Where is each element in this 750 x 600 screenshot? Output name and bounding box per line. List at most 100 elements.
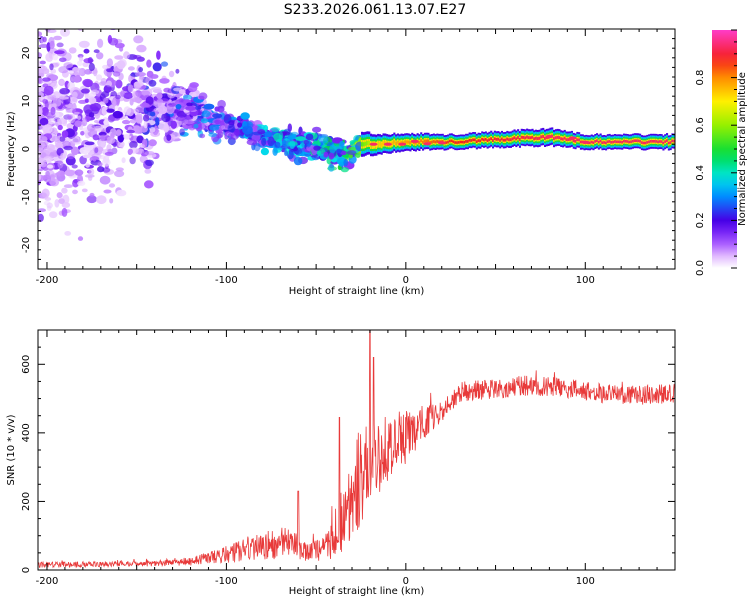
ridge-segment [642, 141, 645, 145]
spectral-blob [38, 91, 44, 98]
snr-series-group [38, 330, 675, 569]
spectral-blob [77, 180, 86, 186]
spectral-blob [63, 184, 73, 189]
spectral-blob [281, 144, 288, 151]
ridge-segment [558, 136, 561, 139]
ridge-segment [630, 140, 633, 144]
spectral-blob [237, 122, 243, 128]
spectral-blob [103, 189, 112, 194]
spectral-blob [135, 72, 146, 77]
ridge-segment [378, 142, 381, 146]
spectral-blob [106, 58, 113, 68]
ridge-segment [533, 137, 536, 141]
ridge-segment [655, 140, 658, 143]
spectral-blob [179, 128, 185, 136]
spectral-blob [127, 84, 134, 93]
spectral-blob [193, 123, 199, 129]
ridge-segment [377, 142, 380, 146]
ridge-segment [493, 137, 496, 141]
spectral-blob [71, 146, 79, 156]
spectral-blob [123, 135, 132, 139]
spectral-blob [82, 154, 92, 159]
ridge-segment [619, 140, 622, 144]
spectral-blob [274, 141, 281, 149]
ridge-segment [649, 140, 652, 143]
ridge-peak [568, 136, 577, 140]
spectral-blob [246, 139, 257, 146]
spectral-blob [108, 104, 119, 110]
ridge-segment [450, 139, 453, 143]
spectral-blob [150, 111, 156, 117]
spectral-blob [111, 147, 118, 155]
spectral-blob [58, 198, 65, 205]
ridge-segment [436, 140, 439, 143]
spectral-blob [175, 68, 180, 74]
ridge-segment [362, 142, 365, 147]
spectral-blob [196, 109, 203, 116]
spectral-blob [170, 120, 177, 129]
spectral-blob [115, 167, 124, 172]
spectral-blob [38, 31, 43, 37]
ridge-segment [578, 138, 581, 142]
ridge-segment [590, 140, 593, 144]
spectral-blob [129, 140, 138, 149]
spectral-blob [93, 125, 104, 132]
figure-title: S233.2026.061.13.07.E27 [283, 2, 467, 18]
spectral-blob [313, 145, 321, 151]
ridge-segment [662, 141, 665, 145]
spectral-blob [96, 195, 107, 205]
spectral-blob [45, 52, 54, 62]
ridge-segment [520, 135, 523, 139]
spectral-blob [159, 78, 170, 84]
spectral-blob [186, 102, 193, 107]
spectral-blob [72, 97, 78, 103]
spectral-blob [284, 150, 288, 157]
spectral-blob [77, 174, 83, 183]
spectral-blob [61, 187, 68, 194]
spectral-blob [148, 79, 157, 87]
spectral-blob [99, 175, 111, 185]
spectral-blob [53, 35, 62, 41]
ridge-segment [592, 141, 595, 144]
spectral-blob [271, 127, 280, 133]
ridge-segment [633, 139, 636, 142]
ridge-segment [606, 140, 609, 143]
spectral-blob [279, 131, 284, 141]
spectral-blob [88, 97, 97, 104]
ridge-segment [425, 139, 428, 143]
spectrogram-y-axis-label: Frequency (Hz) [6, 111, 17, 187]
ridge-segment [486, 139, 489, 142]
spectral-blob [78, 40, 90, 48]
spectral-blob [166, 134, 172, 141]
spectral-blob [97, 38, 104, 48]
spectral-blob [49, 211, 58, 219]
snr-y-tick-label: 200 [21, 492, 32, 511]
spectral-blob [80, 131, 85, 136]
spectral-blob [135, 89, 142, 97]
spectral-blob [115, 129, 122, 136]
spectral-blob [97, 162, 103, 167]
ridge-segment [623, 139, 626, 143]
snr-y-tick-label: 0 [21, 567, 32, 573]
ridge-segment [579, 140, 582, 144]
spectral-blob [78, 99, 87, 104]
spectral-blob [61, 202, 71, 208]
snr-x-tick-label: 100 [576, 576, 595, 587]
spectral-blob [94, 147, 99, 154]
spectral-blob [103, 119, 109, 126]
ridge-segment [544, 136, 547, 140]
spectral-blob [72, 179, 79, 188]
spectrogram-y-tick-label: -10 [21, 189, 32, 205]
ridge-segment [368, 141, 371, 145]
ridge-segment [657, 140, 660, 144]
ridge-segment [637, 139, 640, 143]
ridge-segment [497, 137, 500, 141]
ridge-segment [542, 135, 545, 138]
ridge-segment [495, 138, 498, 141]
spectral-blob [47, 143, 55, 153]
ridge-segment [529, 136, 532, 140]
spectral-blob [65, 103, 76, 109]
snr-x-tick-label: -200 [36, 576, 59, 587]
spectral-blob [59, 57, 67, 63]
spectral-blob [214, 119, 222, 125]
